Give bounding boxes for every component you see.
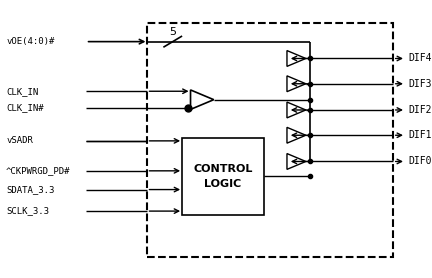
Text: LOGIC: LOGIC: [204, 179, 241, 189]
Text: DIF3: DIF3: [409, 79, 432, 89]
Text: CONTROL: CONTROL: [193, 164, 253, 174]
Text: DIF1: DIF1: [409, 130, 432, 140]
Text: DIF4: DIF4: [409, 53, 432, 63]
Text: vSADR: vSADR: [6, 136, 33, 145]
Text: SDATA_3.3: SDATA_3.3: [6, 185, 54, 194]
Text: SCLK_3.3: SCLK_3.3: [6, 207, 49, 216]
Text: DIF0: DIF0: [409, 157, 432, 167]
Text: 5: 5: [169, 27, 176, 37]
Text: ^CKPWRGD_PD#: ^CKPWRGD_PD#: [6, 166, 70, 175]
Text: CLK_IN: CLK_IN: [6, 87, 38, 96]
Text: DIF2: DIF2: [409, 105, 432, 115]
Text: CLK_IN#: CLK_IN#: [6, 104, 44, 113]
Text: vOE(4:0)#: vOE(4:0)#: [6, 37, 54, 46]
